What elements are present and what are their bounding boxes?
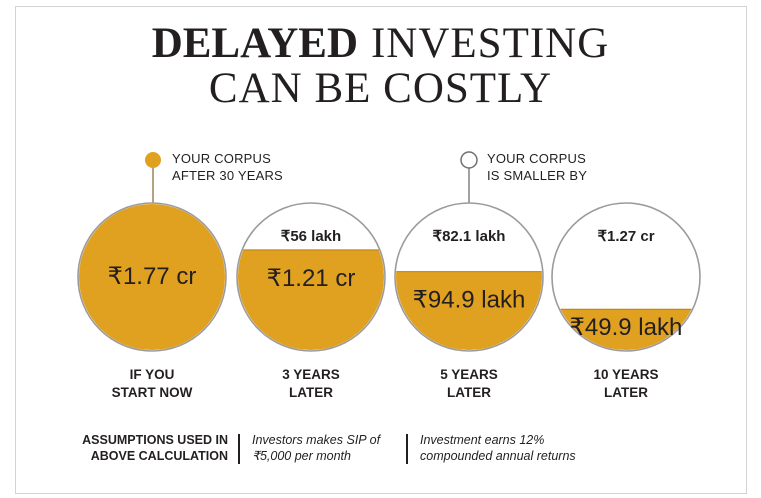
- separator-1: [238, 434, 240, 464]
- assumption-sip-line-1: Investors makes SIP of: [252, 433, 381, 447]
- shortfall-value-label: ₹82.1 lakh: [433, 228, 506, 245]
- assumption-returns: Investment earns 12% compounded annual r…: [420, 432, 620, 464]
- separator-2: [406, 434, 408, 464]
- category-label-line: 10 YEARS: [593, 367, 659, 382]
- legend-empty-label: YOUR CORPUS IS SMALLER BY: [487, 150, 587, 184]
- corpus-value-label: ₹49.9 lakh: [570, 314, 683, 341]
- category-label-line: START NOW: [111, 385, 193, 400]
- title-bold: DELAYED: [151, 20, 359, 67]
- legend-empty-line-2: IS SMALLER BY: [487, 168, 588, 183]
- shortfall-value-label: ₹1.27 cr: [597, 228, 654, 245]
- assumption-sip-line-2: ₹5,000 per month: [252, 449, 351, 463]
- category-label-line: 5 YEARS: [440, 367, 498, 382]
- category-label-line: 3 YEARS: [282, 367, 340, 382]
- circle-group: ₹1.77 cr ₹1.21 cr ₹56 lakh ₹94.9 lakh ₹82.1 …: [77, 202, 701, 352]
- category-label-line: IF YOU: [129, 367, 175, 382]
- corpus-value-label: ₹1.21 cr: [267, 265, 356, 292]
- legend-empty-dot: [460, 151, 478, 169]
- corpus-value-label: ₹1.77 cr: [108, 263, 197, 290]
- legend-filled-label: YOUR CORPUS AFTER 30 YEARS: [172, 150, 283, 184]
- category-label-line: LATER: [289, 385, 333, 400]
- corpus-fill: [79, 204, 225, 350]
- shortfall-value-label: ₹56 lakh: [281, 228, 341, 245]
- title-line-2: CAN BE COSTLY: [208, 65, 553, 112]
- legend-marks: [145, 151, 478, 242]
- category-label: IF YOU START NOW: [82, 366, 222, 402]
- category-label: 10 YEARS LATER: [556, 366, 696, 402]
- legend-filled-dot: [145, 152, 161, 168]
- legend-filled-line-1: YOUR CORPUS: [172, 151, 271, 166]
- category-label: 3 YEARS LATER: [241, 366, 381, 402]
- corpus-value-label: ₹94.9 lakh: [413, 287, 526, 314]
- assumptions-heading-line-2: ABOVE CALCULATION: [90, 449, 228, 463]
- category-label-line: LATER: [604, 385, 648, 400]
- legend-empty-line-1: YOUR CORPUS: [487, 151, 586, 166]
- assumption-returns-line-1: Investment earns 12%: [420, 433, 545, 447]
- legend-filled-line-2: AFTER 30 YEARS: [172, 168, 283, 183]
- assumptions-heading: ASSUMPTIONS USED IN ABOVE CALCULATION: [70, 432, 228, 464]
- title-rest: INVESTING: [370, 20, 610, 67]
- assumptions-heading-line-1: ASSUMPTIONS USED IN: [82, 433, 228, 447]
- title-line-1: DELAYED INVESTING: [0, 20, 761, 67]
- assumption-returns-line-2: compounded annual returns: [420, 449, 576, 463]
- assumption-sip: Investors makes SIP of ₹5,000 per month: [252, 432, 402, 464]
- category-label-line: LATER: [447, 385, 491, 400]
- category-label: 5 YEARS LATER: [399, 366, 539, 402]
